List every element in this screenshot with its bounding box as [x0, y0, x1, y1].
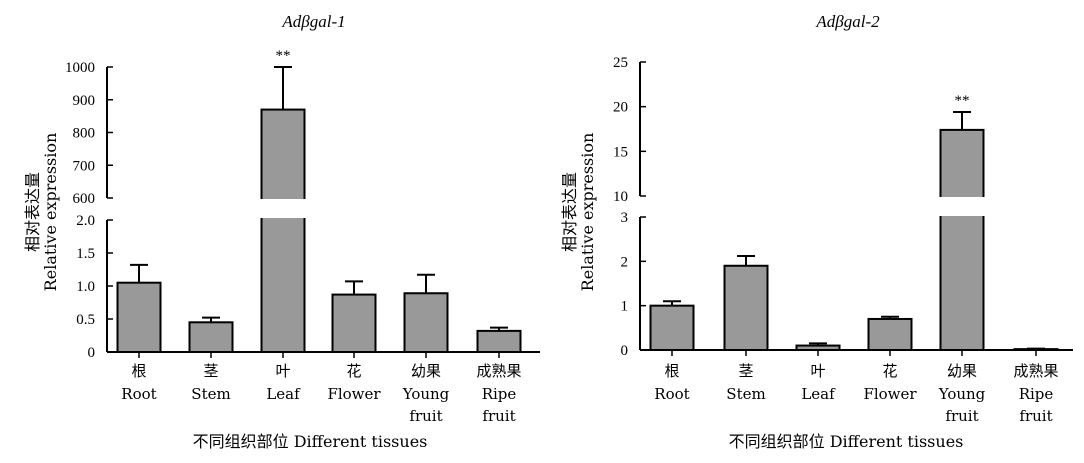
y-axis-label: 相对表达量Relative expression	[560, 133, 597, 292]
category-label-en: Young	[938, 385, 986, 403]
category-label-cn: 叶	[275, 362, 290, 380]
bar	[867, 317, 913, 352]
y-axis-label: 相对表达量Relative expression	[23, 133, 60, 292]
category-label-cn: 幼果	[947, 362, 977, 380]
category-label-en: Root	[654, 385, 689, 403]
chart-adbgal-1: Adβgal-1 相对表达量Relative expression 0 0.5 1.0 1…	[23, 12, 540, 451]
category-label-cn: 花	[882, 362, 897, 380]
category-label-en: Leaf	[266, 385, 301, 403]
category-label-cn: 叶	[810, 362, 825, 380]
category-label-cn: 花	[346, 362, 361, 380]
bar	[795, 344, 841, 352]
bar	[331, 293, 377, 353]
y-axis-label-en: Relative expression	[578, 133, 597, 292]
category-label-en: Stem	[191, 385, 230, 403]
chart-title: Adβgal-2	[815, 12, 880, 31]
y-tick-label: 700	[73, 158, 96, 174]
bar	[476, 329, 522, 354]
category-label-en: fruit	[945, 407, 978, 425]
y-tick-label: 2	[621, 254, 629, 270]
category-label-cn: 幼果	[411, 362, 441, 380]
category-label-cn: 成熟果	[1013, 362, 1058, 380]
category-label-en: fruit	[482, 407, 515, 425]
category-label-en: Ripe	[482, 385, 517, 403]
bar	[723, 264, 769, 351]
category-label-en: Leaf	[801, 385, 836, 403]
axis-break-gap	[939, 197, 985, 216]
bar	[649, 304, 695, 351]
category-label-en: Flower	[863, 385, 917, 403]
y-tick-label: 0	[621, 343, 629, 359]
category-label-en: Ripe	[1019, 385, 1054, 403]
y-tick-label: 15	[613, 144, 628, 160]
bar	[403, 292, 449, 354]
bar	[116, 281, 162, 354]
significance-mark: **	[955, 93, 970, 109]
bar	[260, 108, 306, 353]
category-label-cn: 茎	[203, 362, 218, 380]
y-tick-label: 900	[73, 93, 96, 109]
y-axis-label-cn: 相对表达量	[560, 172, 579, 252]
bar	[939, 128, 985, 351]
category-label-cn: 茎	[738, 362, 753, 380]
y-tick-label: 0.5	[76, 312, 95, 328]
category-label-en: Stem	[726, 385, 765, 403]
axis-break-gap	[260, 199, 306, 218]
category-label-en: fruit	[409, 407, 442, 425]
y-axis-label-en: Relative expression	[41, 133, 60, 292]
chart-adbgal-2: Adβgal-2 相对表达量Relative expression 0 1 2 3 10 15…	[560, 12, 1073, 451]
chart-title: Adβgal-1	[281, 12, 345, 31]
x-axis-label: 不同组织部位 Different tissues	[729, 432, 964, 451]
y-tick-label: 1.0	[76, 279, 95, 295]
y-tick-label: 600	[73, 191, 96, 207]
category-label-cn: 根	[664, 362, 679, 380]
category-label-cn: 成熟果	[476, 362, 521, 380]
y-tick-label: 3	[621, 210, 629, 226]
y-tick-label: 1.5	[76, 246, 95, 262]
y-tick-label: 20	[613, 100, 628, 116]
y-tick-label: 10	[613, 189, 628, 205]
category-label-en: Young	[402, 385, 450, 403]
y-tick-label: 25	[613, 55, 628, 71]
y-tick-label: 2.0	[76, 213, 95, 229]
y-tick-label: 0	[88, 345, 96, 361]
x-axis-label: 不同组织部位 Different tissues	[193, 432, 428, 451]
category-label-en: Flower	[327, 385, 381, 403]
category-label-en: Root	[121, 385, 156, 403]
significance-mark: **	[276, 48, 291, 64]
bar	[188, 321, 234, 353]
category-label-en: fruit	[1019, 407, 1052, 425]
y-tick-label: 800	[73, 126, 96, 142]
y-tick-label: 1	[621, 299, 629, 315]
y-axis-label-cn: 相对表达量	[23, 172, 42, 252]
y-tick-label: 1000	[65, 60, 95, 76]
category-label-cn: 根	[131, 362, 146, 380]
